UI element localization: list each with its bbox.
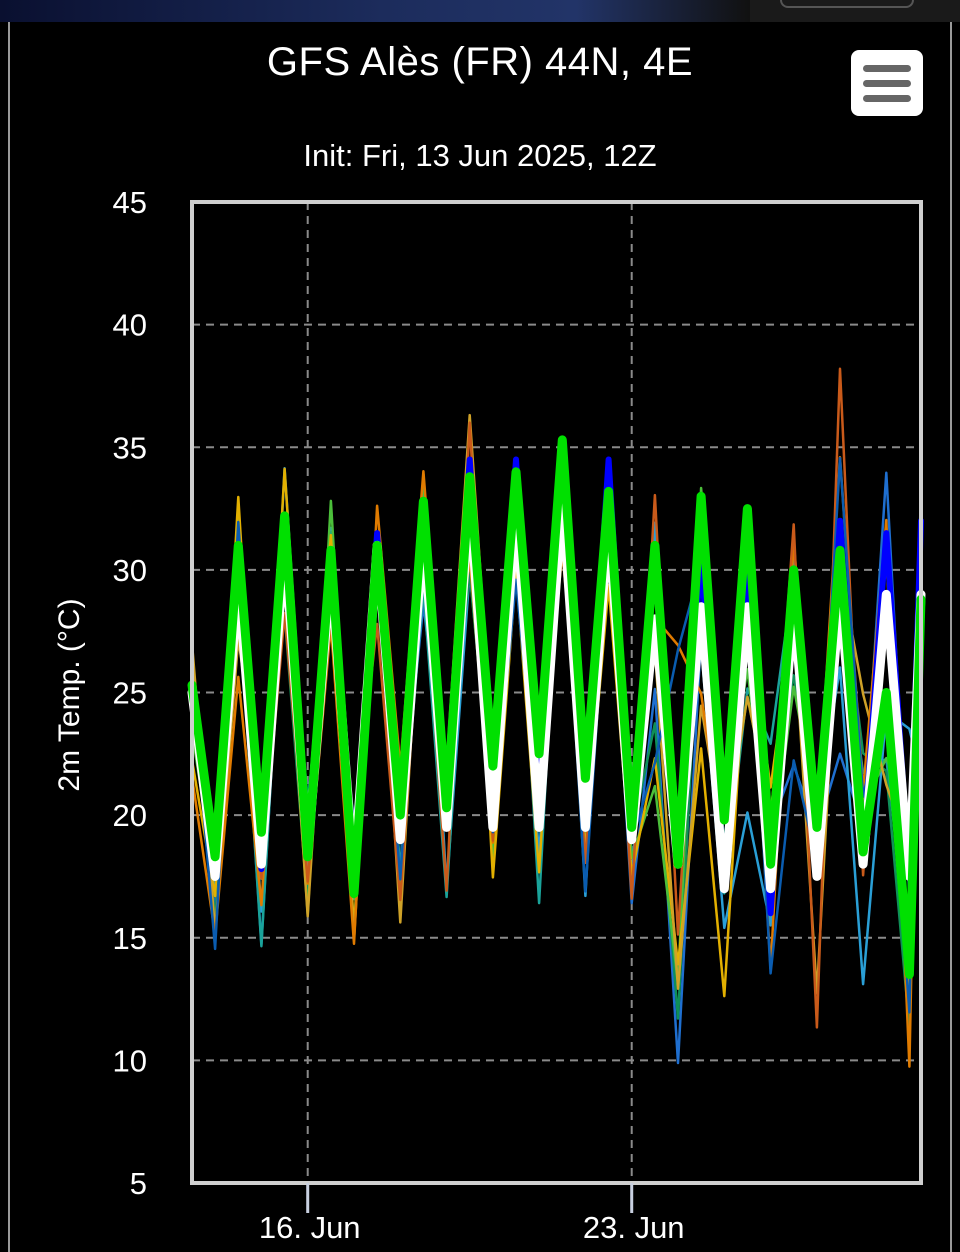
y-tick-label: 25 [113,676,147,711]
y-tick-label: 40 [113,308,147,343]
series-line-2 [187,435,926,979]
grid-lines [192,202,921,1183]
x-tick-labels: 16. Jun 23. Jun [259,1183,685,1245]
x-tick-label: 16. Jun [259,1210,361,1245]
y-tick-label: 5 [130,1166,147,1201]
browser-top-strip [0,0,960,22]
series-lines [187,435,926,979]
y-tick-label: 15 [113,921,147,956]
y-tick-label: 35 [113,430,147,465]
y-tick-label: 30 [113,553,147,588]
y-tick-label: 45 [113,185,147,220]
y-tick-label: 20 [113,798,147,833]
chart-title: GFS Alès (FR) 44N, 4E [266,40,694,84]
chart-subtitle: Init: Fri, 13 Jun 2025, 12Z [303,138,657,173]
hamburger-menu-icon[interactable] [851,50,923,116]
y-tick-label: 10 [113,1043,147,1078]
plot-border [190,200,923,1185]
y-tick-labels: 5 10 15 20 25 30 35 40 45 [113,185,147,1201]
x-tick-label: 23. Jun [583,1210,685,1245]
